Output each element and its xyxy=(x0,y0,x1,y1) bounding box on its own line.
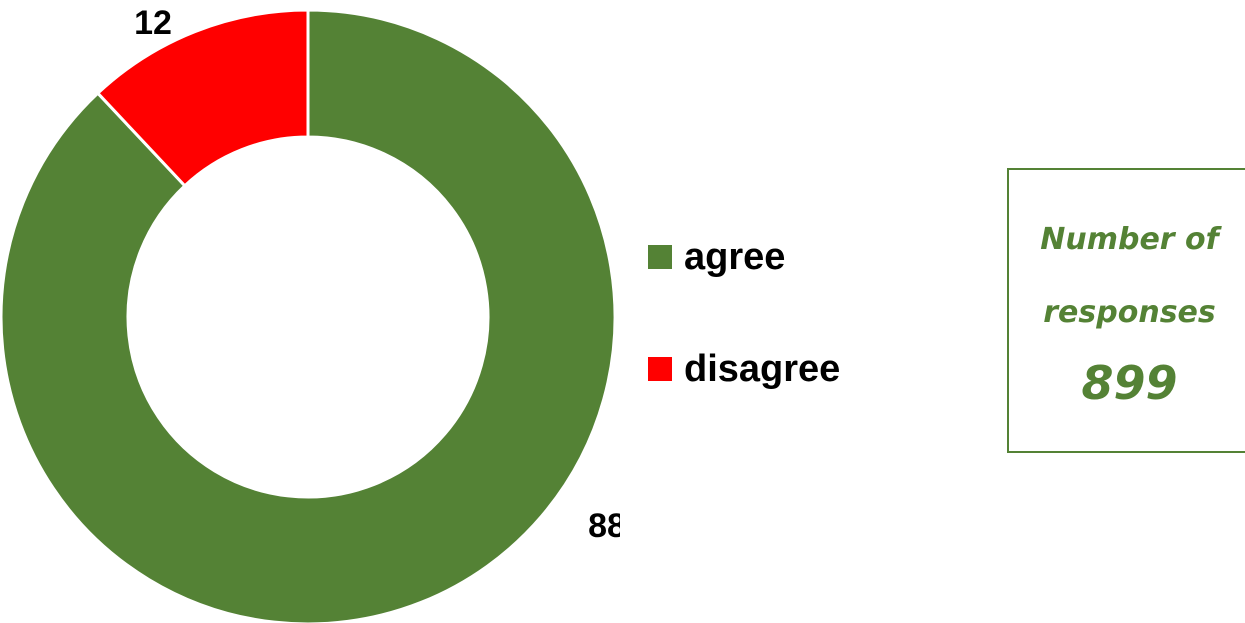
responses-caption-line1: Number of xyxy=(1040,222,1219,257)
responses-caption-line2: responses xyxy=(1043,295,1216,330)
donut-chart: 88 12 xyxy=(0,4,620,623)
legend-swatch-agree xyxy=(648,245,672,269)
legend-item-agree: agree xyxy=(648,228,840,286)
legend-item-disagree: disagree xyxy=(648,340,840,398)
data-label-agree: 88 xyxy=(588,507,620,545)
responses-count: 899 xyxy=(1081,356,1178,410)
data-label-disagree: 12 xyxy=(134,4,172,42)
donut-slice-disagree xyxy=(95,8,310,188)
responses-info-box: Number of responses 899 xyxy=(1007,168,1245,453)
donut-slice-agree xyxy=(0,8,617,623)
chart-legend: agree disagree xyxy=(648,228,840,452)
legend-label-agree: agree xyxy=(684,235,786,278)
legend-label-disagree: disagree xyxy=(684,347,841,390)
legend-swatch-disagree xyxy=(648,357,672,381)
